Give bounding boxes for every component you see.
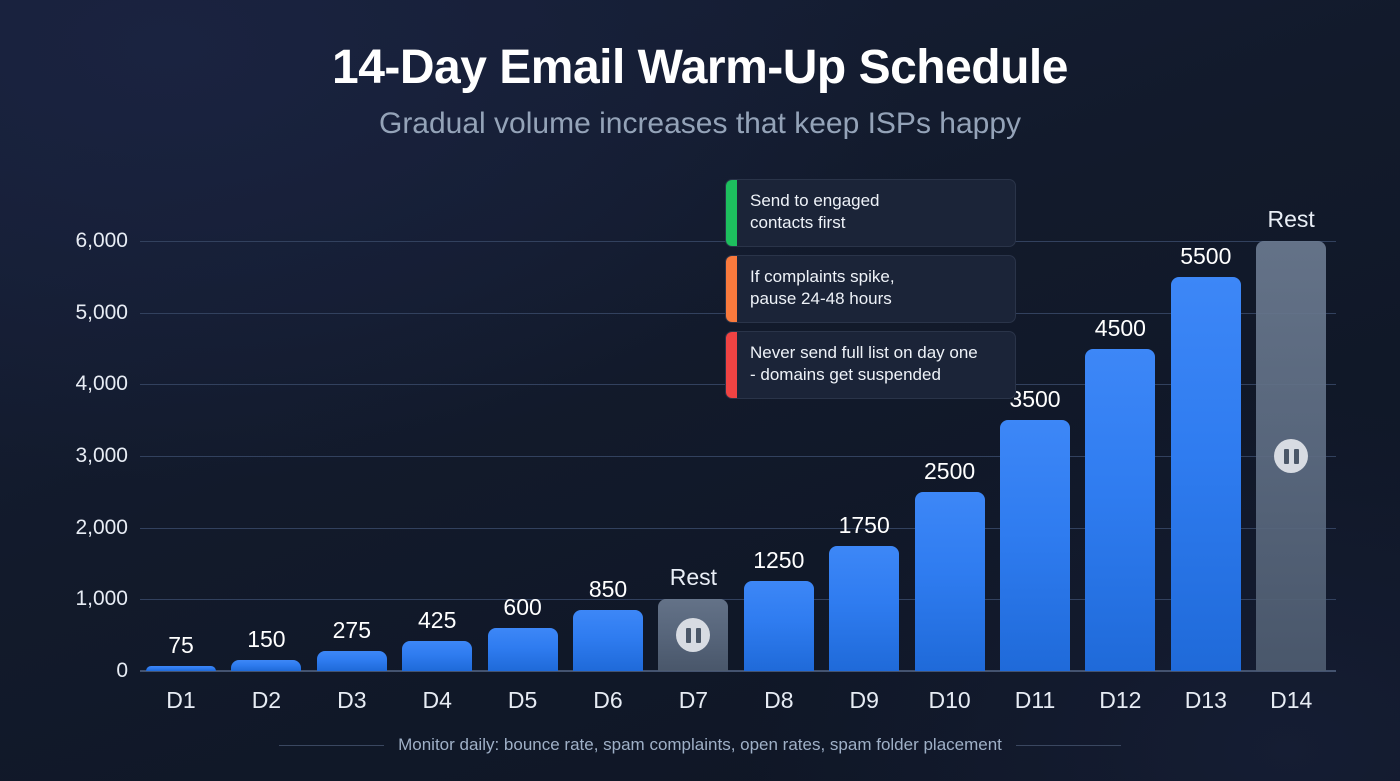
y-axis-tick-label: 6,000 [75,229,128,252]
footer-text: Monitor daily: bounce rate, spam complai… [398,735,1002,754]
annotation-text: If complaints spike, pause 24-48 hours [750,266,895,309]
x-axis-label: D3 [337,687,367,713]
bar-value-label: 150 [247,626,286,653]
y-axis-tick-label: 3,000 [75,444,128,467]
x-axis-label: D14 [1270,687,1313,713]
x-axis-label: D8 [764,687,794,713]
bar-slot-d6[interactable]: 850 D6 [573,241,643,713]
x-axis-baseline [140,670,1336,672]
y-axis-tick-label: 1,000 [75,587,128,611]
annotation-card-orange[interactable]: If complaints spike, pause 24-48 hours [725,254,1016,323]
bar-value-label: 5500 [1180,242,1232,269]
bar-slot-d1[interactable]: 75 D1 [146,241,216,713]
x-axis-label: D5 [507,687,538,713]
bar[interactable] [402,640,473,671]
x-axis-label: D9 [849,687,879,713]
annotation-card-green[interactable]: Send to engaged contacts first [725,179,1016,247]
bar[interactable] [914,491,985,671]
bar-slot-d12[interactable]: 4500 D12 [1085,241,1156,713]
x-axis-label: D1 [166,687,196,713]
bar-slot-d3[interactable]: 275 D3 [316,241,387,713]
annotation-accent-bar [726,180,737,246]
plot-area: 0 1,000 2,000 3,000 4,000 5,000 6,000 75 D1 150 D… [75,206,1336,713]
page-subtitle: Gradual volume increases that keep ISPs … [378,107,1022,140]
bar[interactable] [1000,420,1070,671]
x-axis-label: D2 [251,687,282,713]
bar-slot-d11[interactable]: 3500 D11 [1000,241,1070,713]
footer: Monitor daily: bounce rate, spam complai… [0,735,1400,755]
x-axis-label: D6 [593,687,623,713]
bar-slot-d9[interactable]: 1750 D9 [829,241,900,713]
bar-slot-d8[interactable]: 1250 D8 [743,241,814,713]
bar-slot-d5[interactable]: 600 D5 [487,241,558,713]
bar-value-label: 2500 [924,457,976,484]
annotation-card-red[interactable]: Never send full list on day one - domains… [725,330,1016,399]
bar[interactable] [829,545,900,671]
gridline [140,599,1336,601]
x-axis-label: D4 [422,687,452,713]
page-title: 14-Day Email Warm-Up Schedule [332,41,1068,94]
x-axis-label: D13 [1184,687,1227,713]
bar[interactable] [743,581,814,671]
bar-slot-d14[interactable]: Rest D14 [1256,206,1327,713]
bar[interactable] [231,660,302,671]
x-axis-label: D12 [1099,687,1142,713]
y-axis-tick-label: 5,000 [75,300,128,324]
annotation-accent-bar [726,255,737,322]
bar-slot-d4[interactable]: 425 D4 [402,241,473,713]
bar-slot-d10[interactable]: 2500 D10 [914,241,985,713]
bar[interactable] [573,610,643,671]
rest-label: Rest [669,564,718,591]
bar-value-label: 850 [588,576,628,603]
bar-value-label: 600 [503,594,542,620]
bar-value-label: 1250 [753,547,805,574]
bar-slot-d2[interactable]: 150 D2 [231,241,302,713]
annotation-accent-bar [726,331,737,398]
bar[interactable] [316,651,387,671]
rest-label: Rest [1267,206,1315,232]
chart-header: 14-Day Email Warm-Up Schedule Gradual vo… [0,0,1400,141]
y-axis-tick-label: 2,000 [75,515,128,539]
y-axis-tick-label: 0 [116,659,128,682]
x-axis-label: D10 [928,687,971,713]
bar-value-label: 75 [168,631,194,658]
annotation-list: Send to engaged contacts first If complain… [725,179,1016,407]
bar-slot-d13[interactable]: 5500 D13 [1170,241,1241,713]
bar-slot-d7[interactable]: Rest D7 [658,241,729,713]
bar-value-label: 4500 [1094,314,1146,341]
bar-value-label: 1750 [838,511,890,538]
pause-icon [1274,439,1309,473]
gridline [140,456,1336,457]
y-axis-tick-label: 4,000 [75,372,128,396]
bar[interactable] [1170,276,1241,671]
pause-icon [676,618,711,653]
gridline [140,527,1336,529]
x-axis-label: D7 [678,687,709,713]
bar-value-label: 275 [332,617,371,644]
bar[interactable] [146,665,216,671]
annotation-text: Never send full list on day one - domains… [750,342,978,385]
bar[interactable] [1085,348,1156,671]
bar[interactable] [487,628,558,671]
bar-value-label: 425 [418,606,457,633]
x-axis-label: D11 [1014,687,1056,713]
footer-rule-left [279,744,385,746]
footer-rule-right [1015,744,1121,746]
annotation-text: Send to engaged contacts first [750,191,880,233]
bar-value-label: 3500 [1009,386,1061,413]
